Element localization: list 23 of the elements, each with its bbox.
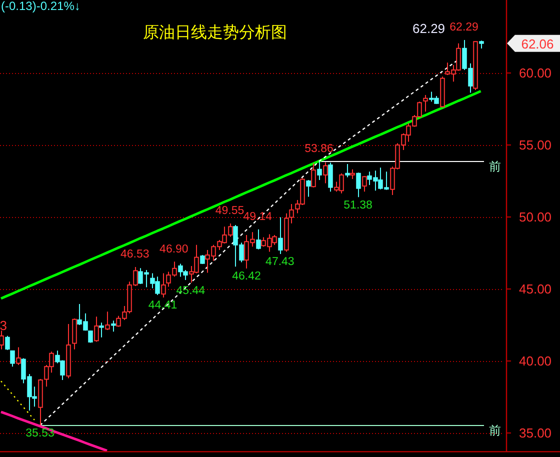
title: 原油日线走势分析图 [143, 24, 287, 42]
y-tick-label: 40.00 [519, 353, 552, 368]
y-tick-label: 55.00 [519, 138, 552, 152]
annotation: 3 [0, 318, 7, 334]
annotation: 44.41 [148, 300, 178, 312]
text: 62.06 [521, 36, 554, 52]
y-tick-label: 45.00 [519, 281, 552, 296]
y-tick-label: 50.00 [519, 209, 552, 224]
y-tick-label: 60.00 [519, 66, 552, 81]
annotation: 49.55 [215, 205, 244, 218]
annotation: 49.14 [243, 211, 273, 224]
annotation: 51.38 [344, 199, 372, 212]
annotation: 35.53 [26, 428, 54, 440]
annotation: 53.86 [304, 143, 334, 156]
annotation: 46.42 [232, 270, 261, 283]
annotation: 62.29 [450, 22, 478, 34]
y-tick-label: 35.00 [519, 425, 552, 440]
annotation: 46.90 [160, 243, 188, 256]
annotation: 45.44 [176, 284, 206, 297]
annotation: 46.53 [120, 248, 150, 261]
annotation: (-0.13)-0.21%↓ [1, 0, 80, 13]
annotation: 62.29 [412, 21, 446, 36]
annotation: 47.43 [266, 256, 294, 268]
